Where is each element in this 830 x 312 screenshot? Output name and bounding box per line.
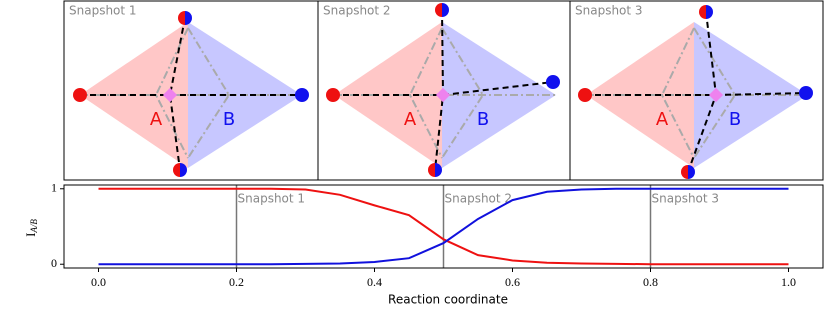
atom-mixed-b xyxy=(435,163,442,177)
center-marker xyxy=(435,87,451,103)
panel-title: Snapshot 2 xyxy=(323,4,391,18)
panel-frame xyxy=(569,0,824,181)
atom-mixed-b xyxy=(185,11,192,25)
label-b: B xyxy=(729,109,741,130)
y-tick-label: 1 xyxy=(51,181,57,195)
y-axis-label: IA/B xyxy=(23,219,39,237)
panel-title: Snapshot 1 xyxy=(69,4,137,18)
x-tick-label: 0.8 xyxy=(643,275,658,289)
x-tick-label: 0.6 xyxy=(505,275,520,289)
atom-mixed-b xyxy=(442,3,449,17)
atom-mixed-a xyxy=(681,165,688,179)
x-axis-label: Reaction coordinate xyxy=(388,293,508,307)
label-a: A xyxy=(404,109,417,130)
y-label-subscript: A/B xyxy=(29,219,39,234)
atom-mixed-a xyxy=(178,11,185,25)
label-a: A xyxy=(150,109,163,130)
snapshot-annotation: Snapshot 3 xyxy=(652,192,720,206)
snapshot-panel: A B Snapshot 1 xyxy=(63,0,319,181)
atom-mixed-b xyxy=(688,165,695,179)
snapshot-annotation: Snapshot 2 xyxy=(445,192,513,206)
snapshot-annotation: Snapshot 1 xyxy=(238,192,306,206)
x-tick-label: 0.0 xyxy=(91,275,106,289)
atom-mixed-a xyxy=(428,163,435,177)
atom-a xyxy=(73,88,87,102)
snapshot-panel: A B Snapshot 3 xyxy=(569,0,824,181)
atom-b xyxy=(799,86,813,100)
label-b: B xyxy=(223,109,235,130)
atom-b xyxy=(295,88,309,102)
data-line xyxy=(98,187,789,266)
y-label-main: I xyxy=(23,233,38,237)
atom-mixed-a xyxy=(699,5,706,19)
data-line xyxy=(98,187,789,266)
y-tick-label: 0 xyxy=(51,256,57,270)
atom-a xyxy=(578,88,592,102)
snapshot-panel: A B Snapshot 2 xyxy=(317,0,571,181)
label-b: B xyxy=(477,109,489,130)
center-marker xyxy=(708,87,724,103)
label-a: A xyxy=(656,109,669,130)
x-tick-label: 0.2 xyxy=(229,275,244,289)
back-edge xyxy=(693,27,737,159)
atom-mixed-a xyxy=(435,3,442,17)
atom-mixed-b xyxy=(180,163,187,177)
x-tick-label: 1.0 xyxy=(781,275,796,289)
back-edge xyxy=(441,27,485,159)
atom-mixed-b xyxy=(706,5,713,19)
plot-frame xyxy=(63,184,824,269)
atom-b xyxy=(546,75,560,89)
x-tick-label: 0.4 xyxy=(367,275,382,289)
back-edge xyxy=(187,27,231,159)
panel-title: Snapshot 3 xyxy=(575,4,643,18)
atom-a xyxy=(326,88,340,102)
atom-mixed-a xyxy=(173,163,180,177)
